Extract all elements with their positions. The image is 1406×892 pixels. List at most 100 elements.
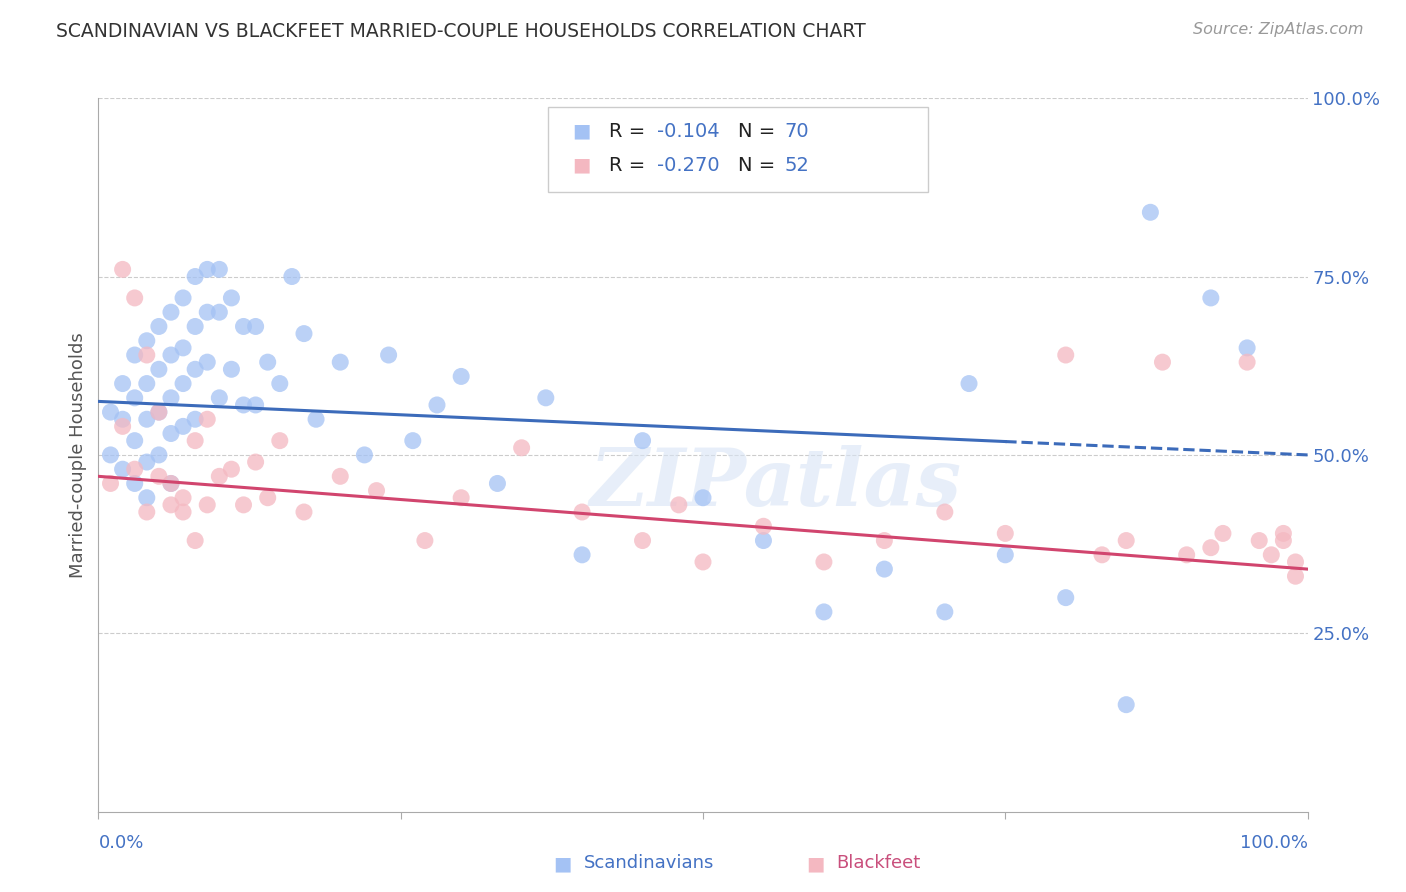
Point xyxy=(450,369,472,384)
Point xyxy=(148,405,170,419)
Point xyxy=(994,526,1017,541)
Point xyxy=(1199,541,1222,555)
Point xyxy=(160,498,183,512)
Point xyxy=(100,448,122,462)
Point xyxy=(124,462,146,476)
Text: R =: R = xyxy=(609,121,651,141)
Text: ■: ■ xyxy=(572,121,591,141)
Point xyxy=(208,391,231,405)
Point xyxy=(148,405,170,419)
Point xyxy=(366,483,388,498)
Point xyxy=(160,426,183,441)
Point xyxy=(184,319,207,334)
Point xyxy=(305,412,328,426)
Point xyxy=(184,269,207,284)
Point xyxy=(232,398,254,412)
Point xyxy=(160,348,183,362)
Point xyxy=(486,476,509,491)
Point xyxy=(1272,533,1295,548)
Point xyxy=(221,462,243,476)
Point xyxy=(172,505,194,519)
Point xyxy=(1249,533,1271,548)
Point xyxy=(172,419,194,434)
Point xyxy=(256,355,278,369)
Point xyxy=(195,355,218,369)
Point xyxy=(245,319,267,334)
Point xyxy=(124,434,146,448)
Text: 52: 52 xyxy=(785,155,810,175)
Point xyxy=(195,498,218,512)
Point xyxy=(184,412,207,426)
Point xyxy=(329,469,352,483)
Point xyxy=(1139,205,1161,219)
Point xyxy=(1054,348,1077,362)
Point xyxy=(281,269,304,284)
Point xyxy=(571,505,593,519)
Point xyxy=(195,305,218,319)
Point xyxy=(1260,548,1282,562)
Point xyxy=(184,434,207,448)
Point xyxy=(534,391,557,405)
Point xyxy=(160,305,183,319)
Point xyxy=(221,362,243,376)
Point xyxy=(111,262,134,277)
Point xyxy=(208,262,231,277)
Point xyxy=(148,448,170,462)
Point xyxy=(111,462,134,476)
Point xyxy=(1115,698,1137,712)
Point xyxy=(100,476,122,491)
Point xyxy=(1115,533,1137,548)
Point xyxy=(160,476,183,491)
Text: N =: N = xyxy=(738,155,782,175)
Text: R =: R = xyxy=(609,155,651,175)
Point xyxy=(148,319,170,334)
Point xyxy=(160,476,183,491)
Text: SCANDINAVIAN VS BLACKFEET MARRIED-COUPLE HOUSEHOLDS CORRELATION CHART: SCANDINAVIAN VS BLACKFEET MARRIED-COUPLE… xyxy=(56,22,866,41)
Point xyxy=(631,533,654,548)
Point xyxy=(813,555,835,569)
Point xyxy=(135,334,157,348)
Point xyxy=(184,533,207,548)
Text: -0.104: -0.104 xyxy=(657,121,720,141)
Text: -0.270: -0.270 xyxy=(657,155,720,175)
Text: 100.0%: 100.0% xyxy=(1240,834,1308,852)
Point xyxy=(208,305,231,319)
Point xyxy=(172,376,194,391)
Text: ■: ■ xyxy=(572,155,591,175)
Text: 70: 70 xyxy=(785,121,810,141)
Point xyxy=(221,291,243,305)
Point xyxy=(353,448,375,462)
Point xyxy=(402,434,425,448)
Point xyxy=(957,376,980,391)
Point xyxy=(1091,548,1114,562)
Point xyxy=(873,562,896,576)
Point xyxy=(1152,355,1174,369)
Point xyxy=(692,491,714,505)
Point xyxy=(124,348,146,362)
Point xyxy=(329,355,352,369)
Point xyxy=(135,505,157,519)
Point xyxy=(232,319,254,334)
Text: ■: ■ xyxy=(806,854,825,873)
Point xyxy=(208,469,231,483)
Point xyxy=(1212,526,1234,541)
Y-axis label: Married-couple Households: Married-couple Households xyxy=(69,332,87,578)
Point xyxy=(510,441,533,455)
Point xyxy=(124,291,146,305)
Point xyxy=(1284,555,1306,569)
Point xyxy=(195,262,218,277)
Point xyxy=(148,469,170,483)
Point xyxy=(934,605,956,619)
Text: Blackfeet: Blackfeet xyxy=(837,855,921,872)
Text: 0.0%: 0.0% xyxy=(98,834,143,852)
Text: ZIPatlas: ZIPatlas xyxy=(589,445,962,522)
Point xyxy=(135,491,157,505)
Point xyxy=(160,391,183,405)
Point xyxy=(934,505,956,519)
Point xyxy=(668,498,690,512)
Point xyxy=(1284,569,1306,583)
Point xyxy=(245,398,267,412)
Point xyxy=(873,533,896,548)
Point xyxy=(269,376,291,391)
Text: Source: ZipAtlas.com: Source: ZipAtlas.com xyxy=(1194,22,1364,37)
